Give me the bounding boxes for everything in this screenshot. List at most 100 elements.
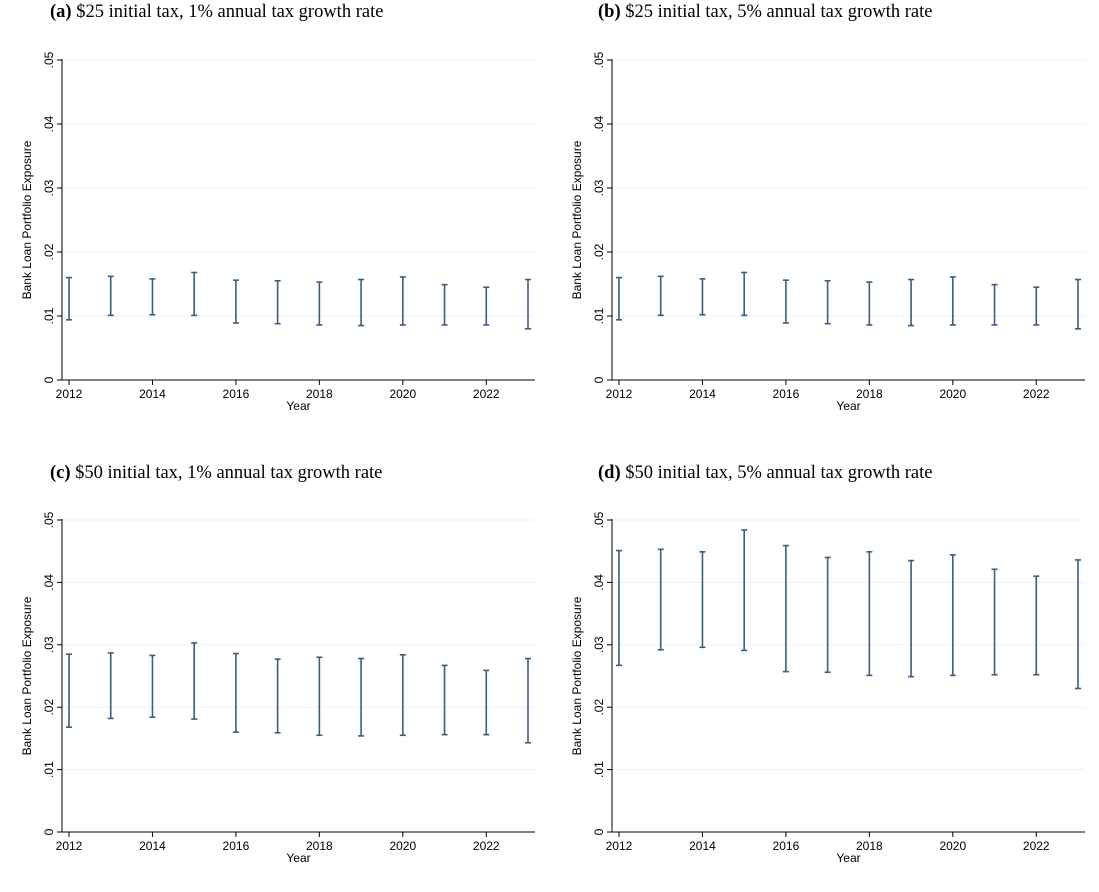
x-tick-label: 2012 (606, 387, 633, 401)
y-tick-label: 0 (42, 376, 56, 383)
y-tick-label: 0 (592, 828, 606, 835)
x-axis-title: Year (286, 851, 310, 865)
x-tick-label: 2022 (1023, 839, 1050, 853)
error-bar (149, 278, 156, 316)
error-bar (441, 283, 448, 326)
x-tick-label: 2022 (1023, 387, 1050, 401)
error-bar (274, 280, 281, 325)
y-tick-label: .05 (42, 511, 56, 528)
x-tick-label: 2016 (223, 839, 250, 853)
panel-c-label: (c) (50, 463, 71, 483)
error-bar (991, 283, 998, 326)
error-bar (358, 278, 365, 327)
x-tick-label: 2012 (56, 839, 83, 853)
error-bar (699, 551, 706, 649)
y-tick-label: .04 (42, 574, 56, 591)
panel-b-label: (b) (598, 2, 621, 22)
error-bar (316, 281, 323, 326)
y-tick-label: .05 (592, 51, 606, 68)
x-tick-label: 2016 (773, 387, 800, 401)
y-tick-label: .03 (42, 179, 56, 196)
error-bar (66, 276, 72, 321)
x-tick-label: 2018 (856, 387, 883, 401)
x-tick-label: 2014 (139, 839, 166, 853)
y-tick-label: .01 (42, 761, 56, 778)
y-tick-label: .01 (592, 307, 606, 324)
error-bar (866, 551, 873, 677)
error-bar (107, 275, 114, 317)
error-bar (1033, 286, 1040, 326)
y-tick-label: .01 (42, 307, 56, 324)
y-tick-label: .04 (592, 574, 606, 591)
panel-d-title: (d) $50 initial tax, 5% annual tax growt… (598, 463, 932, 484)
error-bar (399, 653, 406, 737)
x-tick-label: 2012 (606, 839, 633, 853)
error-bar (657, 275, 664, 317)
panel-c-title-text: $50 initial tax, 1% annual tax growth ra… (75, 463, 383, 483)
error-bar (824, 280, 831, 325)
panel-b-title-text: $25 initial tax, 5% annual tax growth ra… (625, 2, 933, 22)
y-tick-label: .02 (592, 699, 606, 716)
y-tick-label: .03 (592, 636, 606, 653)
x-tick-label: 2022 (473, 839, 500, 853)
y-tick-label: .04 (592, 115, 606, 132)
error-bar (1075, 559, 1081, 690)
y-tick-label: .04 (42, 115, 56, 132)
error-bar (399, 276, 406, 326)
x-tick-label: 2022 (473, 387, 500, 401)
error-bar (149, 654, 156, 718)
error-bar (991, 568, 998, 676)
chart-panel-d: 0 .01 .02 .03 .04 .05 2012 2014 2016 2018 2020 2022… (570, 511, 1085, 865)
error-bar (274, 658, 281, 734)
y-axis-title: Bank Loan Portfolio Exposure (20, 596, 34, 755)
error-bar (949, 276, 956, 326)
error-bar (191, 271, 198, 317)
panel-b-title: (b) $25 initial tax, 5% annual tax growt… (598, 2, 932, 23)
error-bar (191, 642, 198, 720)
x-tick-label: 2016 (223, 387, 250, 401)
error-bar (232, 652, 239, 733)
y-axis-title: Bank Loan Portfolio Exposure (570, 140, 584, 299)
y-tick-label: 0 (592, 376, 606, 383)
error-bar (232, 279, 239, 324)
x-tick-label: 2014 (689, 839, 716, 853)
y-axis-title: Bank Loan Portfolio Exposure (20, 140, 34, 299)
error-bar (107, 652, 114, 720)
chart-panel-c: 0 .01 .02 .03 .04 .05 2012 2014 2016 2018 2020 2022… (20, 511, 535, 865)
error-bar (657, 548, 664, 651)
x-axis-title: Year (286, 399, 310, 413)
x-tick-label: 2018 (306, 387, 333, 401)
x-tick-label: 2018 (306, 839, 333, 853)
error-bar (908, 559, 915, 678)
error-bar (824, 556, 831, 674)
x-axis-title: Year (836, 851, 860, 865)
panel-d-label: (d) (598, 463, 621, 483)
panel-c-title: (c) $50 initial tax, 1% annual tax growt… (50, 463, 382, 484)
y-tick-label: .01 (592, 761, 606, 778)
x-tick-label: 2014 (689, 387, 716, 401)
error-bar (616, 549, 622, 667)
x-tick-label: 2020 (389, 387, 416, 401)
error-bar (358, 657, 365, 737)
y-axis-title: Bank Loan Portfolio Exposure (570, 596, 584, 755)
error-bar (866, 281, 873, 326)
y-tick-label: .03 (592, 179, 606, 196)
error-bar (782, 544, 789, 673)
error-bar (483, 286, 490, 326)
error-bar (441, 664, 448, 736)
error-bar (949, 554, 956, 677)
y-tick-label: .03 (42, 636, 56, 653)
error-bar (525, 657, 531, 744)
x-tick-label: 2014 (139, 387, 166, 401)
error-bar (741, 529, 748, 652)
error-bar (1033, 575, 1040, 676)
x-tick-label: 2020 (389, 839, 416, 853)
y-tick-label: .02 (42, 243, 56, 260)
x-tick-label: 2020 (939, 387, 966, 401)
error-bar (483, 669, 490, 736)
chart-panel-a: 0 .01 .02 .03 .04 .05 2012 2014 2016 2018 2020 2022… (20, 51, 535, 413)
panel-a-title: (a) $25 initial tax, 1% annual tax growt… (50, 2, 383, 23)
x-tick-label: 2012 (56, 387, 83, 401)
y-tick-label: .05 (42, 51, 56, 68)
error-bar (316, 656, 323, 737)
